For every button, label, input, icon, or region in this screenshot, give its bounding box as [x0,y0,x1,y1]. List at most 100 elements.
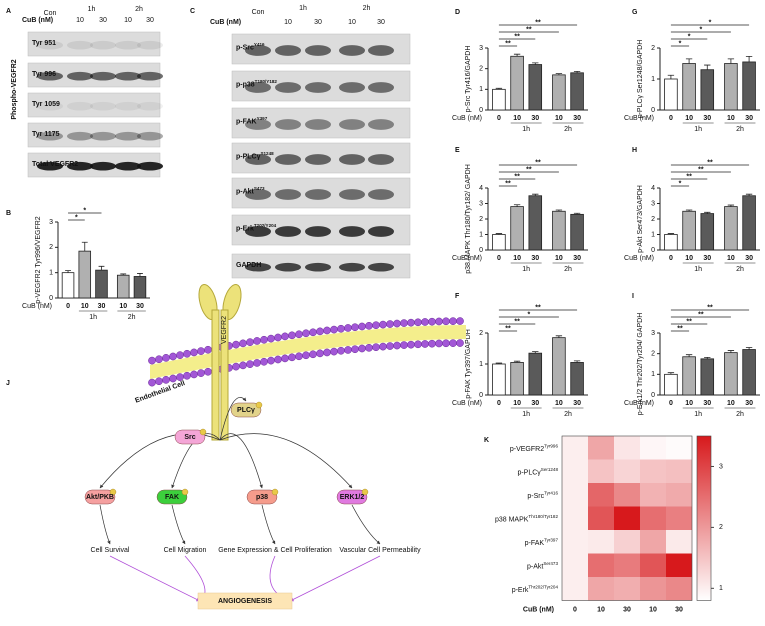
group-label: 2h [564,411,572,418]
lipid-head [267,356,275,365]
significance-label: * [679,40,682,47]
x-axis-label: CuB (nM) [624,115,654,122]
x-axis-label: CuB (nM) [452,400,482,407]
panel-label: I [632,293,634,300]
y-tick-label: 2 [49,244,53,251]
blot-band [90,71,116,81]
node-label: PLCγ [237,407,255,414]
side-label: Phospho-VEGFR2 [11,59,18,119]
time-label: 2h [363,5,371,12]
bar [742,61,756,111]
lipid-head [183,349,191,358]
blot-row-label-base: p-Erk [236,225,254,232]
x-tick-label: 0 [497,400,501,407]
row-label-site: Ser1248 [541,467,559,472]
row-label: p38 MAPKThr180/Tyr182 [495,514,559,523]
x-axis-label: CuB (nM) [22,303,52,310]
error-bar [685,58,693,64]
blot-row-label-site: T202/Y204 [254,223,277,228]
bar [552,210,566,251]
lipid-head [246,360,254,368]
node-label: ERK1/2 [340,494,365,501]
heat-cell [588,483,614,507]
phospho-site [271,488,279,496]
lipid-head [323,326,331,335]
heat-cell [562,506,588,530]
blot-row-label-base: p-PLCγ [236,153,261,160]
significance-label: ** [505,180,511,187]
bar [528,195,543,251]
error-bar [495,87,503,90]
lipid-head [358,344,366,353]
error-bar [667,233,675,235]
lipid-head [253,359,261,367]
error-bar [532,351,539,354]
endpoint-label: ANGIOGENESIS [218,598,272,605]
lipid-head [232,340,240,349]
heat-cell [666,530,692,554]
colorbar-tick-label: 1 [719,585,723,592]
panel-label: D [455,9,460,16]
blot-band [339,82,365,93]
error-bar [745,193,753,196]
lipid-head [295,352,303,361]
phospho-site [181,488,189,496]
error-bar [513,53,521,57]
heat-cell [588,553,614,577]
blot-band [137,161,163,171]
control-label: Con [252,9,265,16]
lipid-head [274,355,282,364]
lipid-head [253,337,261,345]
x-tick-label: 10 [727,255,735,262]
significance-label: * [709,19,712,26]
blot-band [137,40,163,50]
heat-cell [562,553,588,577]
bar [528,352,543,396]
lipid-head [442,317,450,326]
node-label: Akt/PKB [86,494,114,501]
lane-label: 30 [99,17,107,24]
heat-cell [666,577,692,601]
blot-band [245,226,271,237]
group-label: 2h [564,126,572,133]
time-label: 2h [135,6,143,13]
phospho-site [361,488,369,496]
bar [570,213,584,251]
lipid-head [281,354,289,363]
lipid-head [456,317,464,325]
signal-node [230,402,262,418]
row-label: p-FAKTyr397 [525,538,559,547]
heat-cell [614,577,640,601]
blot-row-label-site: S1248 [261,151,275,156]
lipid-head [197,347,205,355]
row-label: p-PLCγSer1248 [517,467,558,476]
x-tick-label: 0 [669,255,673,262]
blot-band [37,40,63,50]
lipid-head [330,347,338,356]
receptor-chain [220,309,229,441]
error-bar [555,335,563,338]
x-tick-label: 10 [513,115,521,122]
heat-cell [666,436,692,460]
x-axis-label: CuB (nM) [210,19,241,26]
y-tick-label: 1 [651,76,655,83]
x-tick-label: 30 [573,400,581,407]
group-label: 1h [89,314,97,321]
bar [116,274,130,299]
lipid-head [302,329,310,338]
lipid-head [379,342,387,351]
x-tick-label: 0 [669,400,673,407]
row-label: p-SrcTyr416 [527,491,558,500]
significance-label: ** [505,40,511,47]
blot-row-label: p-SrcY416 [236,42,265,51]
blot-band [305,154,331,165]
lipid-head [435,339,443,348]
receptor-label: VEGFR2 [221,316,228,344]
x-tick-label: 0 [497,115,501,122]
bar [510,362,524,396]
blot-strip [231,107,411,139]
y-tick-label: 3 [479,45,483,52]
lipid-head [407,340,415,349]
panel-label: E [455,147,460,154]
